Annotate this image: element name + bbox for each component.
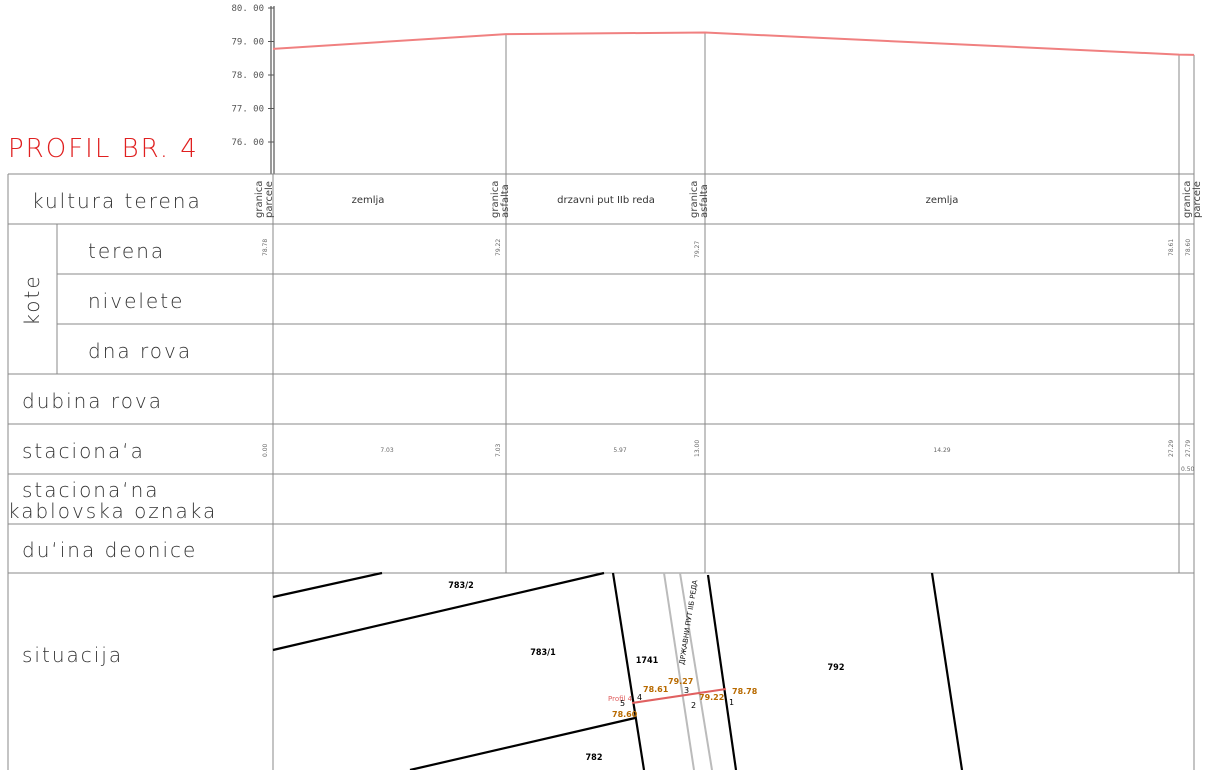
station-text: 0.00 [262, 443, 269, 457]
label-kablovska-oznaka: kablovska oznaka [8, 499, 217, 523]
elevation-value: 79.27 [694, 241, 701, 258]
terrain-line [272, 31, 1195, 56]
elevation-text: 79.22 [495, 239, 502, 256]
station-text: 7.03 [495, 443, 502, 457]
road-name-label: ДРЖАВНИ ПУТ IIБ РЕДА [678, 579, 699, 665]
boundary-label-line2: asfalta [500, 184, 511, 218]
boundary-label: granica parcele [254, 181, 275, 218]
segment-length: 5.97 [613, 447, 627, 454]
parcel-number: 792 [828, 663, 845, 673]
profile-plan-label: Profil 4 [608, 695, 633, 703]
label-dna-rova: dna rova [88, 339, 192, 363]
elevation-value: 78.60 [1185, 239, 1192, 256]
point-elevation: 78.60 [612, 710, 638, 719]
boundary-label-line1: granica [689, 181, 700, 218]
boundary-label: granica asfalta [490, 181, 511, 218]
y-tick-label: 76. 00 [231, 138, 264, 148]
point-elevation: 79.27 [668, 677, 693, 686]
segment-label: drzavni put IIb reda [557, 195, 655, 206]
offset-label: 0.50 [1181, 466, 1195, 473]
boundary-label: granica parcele [1182, 181, 1203, 218]
table-station-lines [505, 174, 1180, 573]
road-edge [663, 572, 695, 770]
situation-plan: 783/2 783/1 1741 792 782 ДРЖАВНИ ПУТ IIБ РЕДА… [272, 571, 1194, 770]
label-duzina-deonice: du‘ina deonice [22, 538, 197, 562]
elevation-text: 78.78 [262, 239, 269, 256]
parcel-boundary [930, 572, 964, 770]
parcel-boundary [706, 574, 738, 770]
point-number: 3 [684, 686, 689, 695]
elevation-value: 79.22 [495, 239, 502, 256]
segment-label: zemlja [926, 195, 959, 206]
parcel-boundary [272, 571, 383, 599]
y-tick-label: 78. 00 [231, 71, 264, 81]
point-elevation: 79.22 [699, 693, 724, 702]
road-edge [679, 572, 713, 770]
profile-graph: PROFIL BR. 4 80. 00 79. 00 78. 00 77. 00 76.… [8, 4, 1195, 174]
profile-table: kultura terena kote terena nivelete dna … [7, 173, 1203, 770]
boundary-label-line2: parcele [264, 181, 275, 218]
segment-label: zemlja [352, 195, 385, 206]
point-elevation: 78.78 [732, 687, 758, 696]
segment-length: 7.03 [380, 447, 394, 454]
point-number: 2 [691, 701, 696, 710]
point-elevation: 78.61 [643, 685, 669, 694]
boundary-label-line1: granica [1182, 181, 1193, 218]
y-tick-label: 79. 00 [231, 38, 264, 48]
road-name-text: ДРЖАВНИ ПУТ IIБ РЕДА [678, 579, 699, 665]
profile-line-plan [631, 688, 727, 704]
station-text: 27.79 [1185, 440, 1192, 457]
label-situacija: situacija [22, 643, 123, 667]
label-kultura-terena: kultura terena [32, 189, 202, 213]
station-value: 13.00 [694, 440, 701, 457]
label-terena: terena [88, 239, 165, 263]
elevation-value: 78.61 [1168, 239, 1175, 256]
station-value: 27.29 [1168, 440, 1175, 457]
boundary-label: granica asfalta [689, 181, 710, 218]
label-nivelete: nivelete [88, 289, 184, 313]
parcel-boundary [272, 571, 605, 652]
station-text: 27.29 [1168, 440, 1175, 457]
station-value: 0.00 [262, 443, 269, 457]
station-value: 7.03 [495, 443, 502, 457]
label-dubina-rova: dubina rova [22, 389, 163, 413]
parcel-boundary [611, 572, 646, 770]
point-number: 1 [729, 698, 734, 707]
elevation-text: 78.61 [1168, 239, 1175, 256]
y-tick-label: 77. 00 [231, 105, 264, 115]
parcel-number: 1741 [636, 656, 659, 666]
profile-title: PROFIL BR. 4 [8, 134, 199, 164]
label-stacionaza: staciona‘a [22, 439, 145, 463]
parcel-number: 783/1 [530, 648, 556, 658]
elevation-text: 78.60 [1185, 239, 1192, 256]
boundary-label-line1: granica [254, 181, 265, 218]
parcel-boundary [409, 716, 636, 770]
boundary-label-line2: asfalta [699, 184, 710, 218]
parcel-number: 782 [586, 753, 603, 763]
label-kote: kote [20, 274, 44, 325]
boundary-label-line1: granica [490, 181, 501, 218]
point-number: 4 [637, 693, 642, 702]
boundary-label-line2: parcele [1192, 181, 1203, 218]
parcel-number: 783/2 [448, 581, 474, 591]
elevation-text: 79.27 [694, 241, 701, 258]
station-text: 13.00 [694, 440, 701, 457]
y-axis-ticks: 80. 00 79. 00 78. 00 77. 00 76. 00 [231, 4, 274, 148]
segment-length: 14.29 [933, 447, 950, 454]
label-stacionazna: staciona‘na [22, 478, 160, 502]
table-values: granica parcele granica asfalta granica asfal… [254, 181, 1203, 473]
y-tick-label: 80. 00 [231, 4, 264, 14]
station-value: 27.79 [1185, 440, 1192, 457]
elevation-value: 78.78 [262, 239, 269, 256]
point-number: 5 [620, 699, 625, 708]
situation-labels: 783/2 783/1 1741 792 782 ДРЖАВНИ ПУТ IIБ РЕДА… [448, 579, 844, 763]
graph-station-lines [505, 32, 1195, 174]
